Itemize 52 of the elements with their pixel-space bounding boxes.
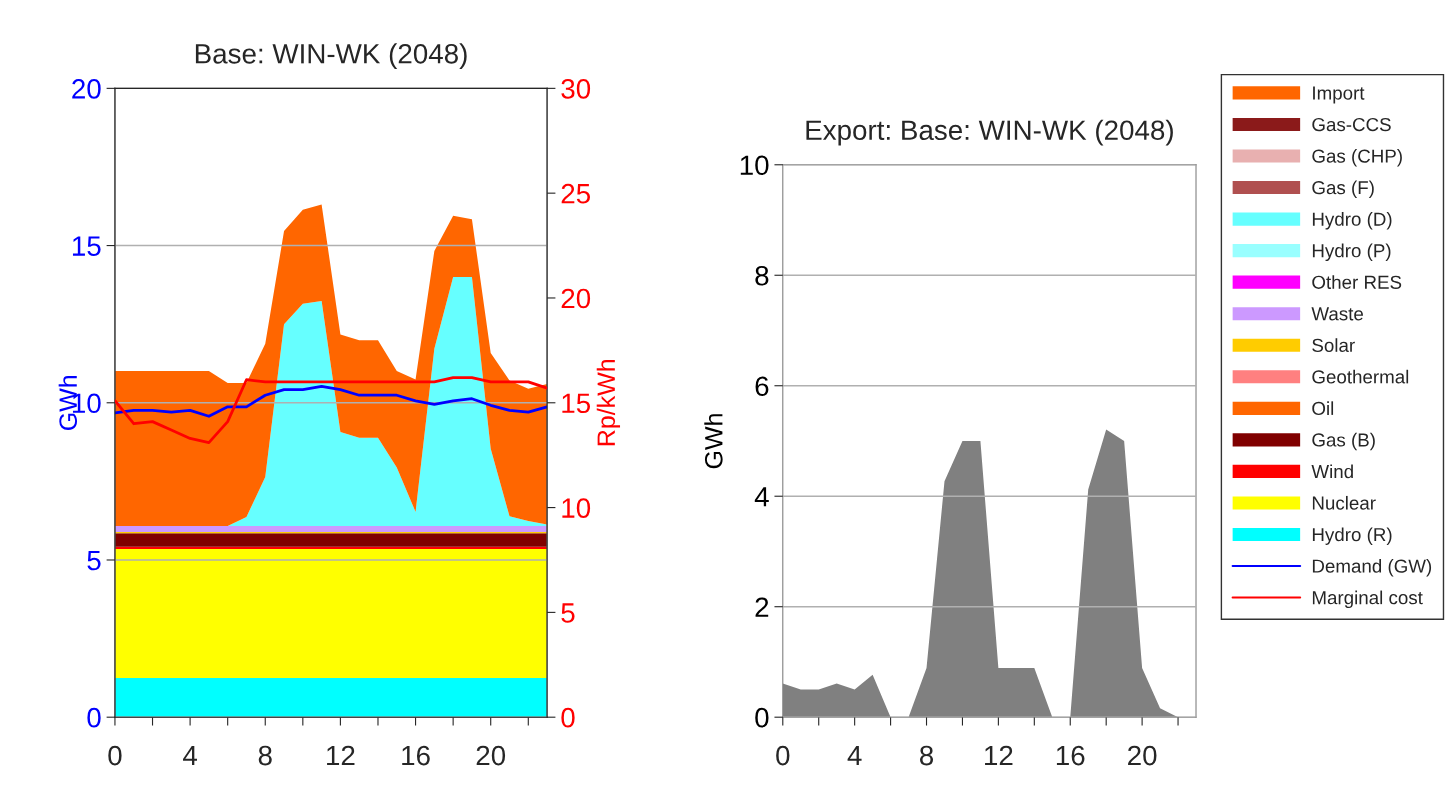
legend-label: Marginal cost (1312, 590, 1423, 609)
y-tick-label: 8 (755, 265, 769, 286)
line-series (114, 385, 548, 418)
x-tick-label: 0 (776, 745, 790, 766)
legend-label: Solar (1312, 338, 1355, 352)
legend-label: Hydro (D) (1312, 212, 1392, 230)
legend-label: Nuclear (1312, 495, 1376, 510)
legend-label: Hydro (R) (1312, 527, 1392, 545)
x-tick-label: 8 (258, 745, 272, 766)
y-axis-title: GWh (704, 414, 723, 469)
chart-title: Base: WIN-WK (2048) (195, 43, 467, 70)
y-tick-label: 20 (72, 79, 101, 99)
y-tick-label: 0 (755, 707, 769, 728)
y-tick-label: 15 (72, 236, 101, 256)
legend-label: Geothermal (1312, 369, 1409, 384)
x-tick-label: 20 (476, 745, 506, 766)
line-series (114, 376, 548, 444)
y-tick-label: 5 (87, 550, 101, 571)
legend-label: Other RES (1312, 275, 1402, 289)
legend-label: Gas (CHP) (1312, 148, 1402, 167)
legend-label: Gas (B) (1312, 432, 1375, 451)
y2-tick-label: 30 (561, 79, 591, 99)
legend-label: Gas-CCS (1312, 117, 1391, 132)
y2-tick-label: 15 (562, 393, 591, 414)
y2-axis-title: Rp/kWh (596, 359, 621, 446)
legend-label: Hydro (P) (1312, 243, 1391, 262)
chart-title: Export: Base: WIN-WK (2048) (806, 119, 1173, 146)
y-tick-label: 4 (754, 487, 769, 507)
y2-tick-label: 25 (561, 183, 591, 204)
x-tick-label: 0 (108, 745, 122, 766)
legend-label: Waste (1311, 307, 1363, 321)
x-tick-label: 8 (920, 745, 934, 766)
x-tick-label: 12 (327, 745, 355, 766)
x-tick-label: 4 (847, 745, 862, 766)
y2-tick-label: 20 (561, 288, 591, 309)
x-tick-label: 16 (402, 745, 430, 766)
x-tick-label: 4 (183, 745, 198, 766)
legend-label: Gas (F) (1312, 180, 1374, 198)
y2-tick-label: 5 (561, 603, 575, 623)
y-tick-label: 0 (87, 707, 101, 728)
x-tick-label: 16 (1056, 745, 1085, 766)
y2-tick-label: 0 (561, 707, 575, 728)
y-tick-label: 10 (740, 155, 769, 176)
y-tick-label: 2 (755, 597, 769, 617)
legend-label: Demand (GW) (1312, 559, 1432, 577)
legend-label: Oil (1312, 401, 1334, 416)
y-tick-label: 6 (755, 376, 769, 397)
legend-label: Wind (1311, 464, 1353, 479)
x-tick-label: 20 (1128, 745, 1157, 766)
x-tick-label: 12 (985, 745, 1013, 766)
y2-tick-label: 10 (562, 498, 591, 518)
legend-label: Import (1313, 86, 1365, 104)
